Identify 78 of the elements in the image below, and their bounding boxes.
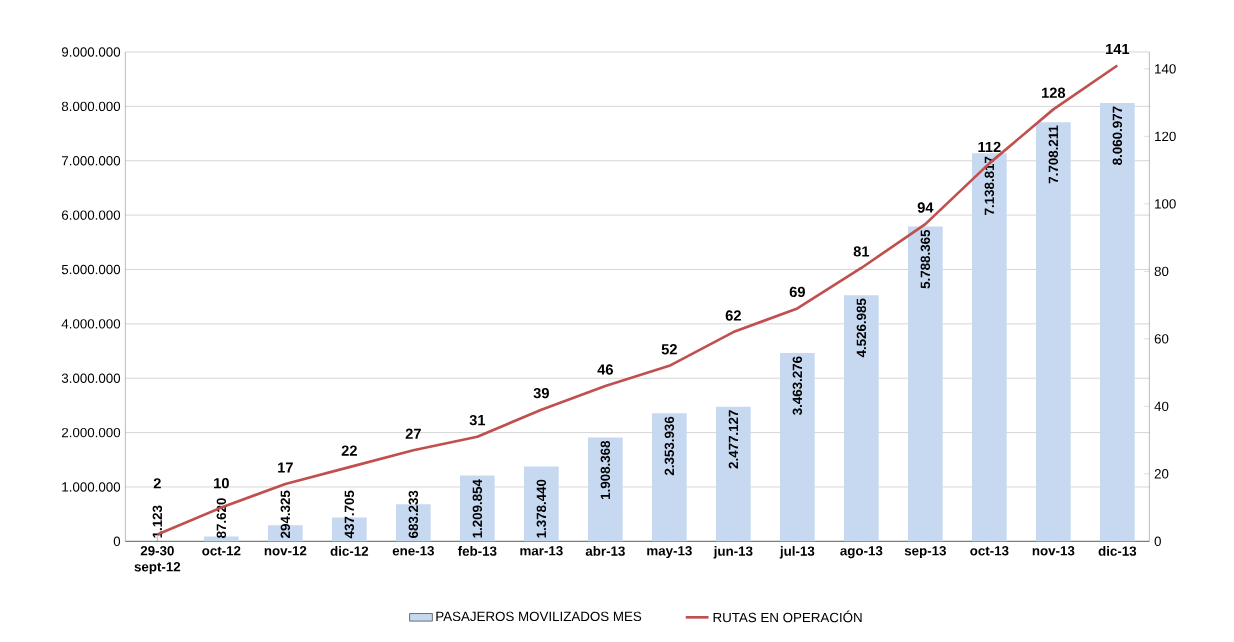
y2-tick-label: 40 bbox=[1154, 401, 1169, 412]
x-tick-label: nov-12 bbox=[264, 546, 307, 556]
data-label: 52 bbox=[661, 344, 677, 355]
bar bbox=[524, 466, 559, 542]
x-tick-label: jun-13 bbox=[713, 546, 753, 559]
x-tick-label: 29-30 sept-12 bbox=[134, 546, 181, 575]
y-tick-label: 7.000.000 bbox=[62, 156, 121, 166]
x-tick-label: mar-13 bbox=[520, 546, 563, 556]
legend-label: RUTAS EN OPERACIÓN bbox=[713, 610, 862, 623]
bar bbox=[652, 413, 687, 542]
y2-tick-label: 100 bbox=[1155, 199, 1176, 209]
y2-tick-label: 20 bbox=[1154, 469, 1169, 479]
data-label: 683.233 bbox=[408, 490, 419, 538]
bar bbox=[972, 153, 1007, 542]
bar bbox=[780, 353, 815, 542]
x-tick-label: oct-13 bbox=[970, 546, 1009, 556]
x-tick-label: feb-13 bbox=[457, 546, 497, 556]
data-label: 2 bbox=[153, 478, 161, 489]
data-label: 4.526.985 bbox=[856, 298, 867, 358]
data-label: 1.209.854 bbox=[472, 479, 483, 538]
x-tick-label: jul-13 bbox=[779, 546, 815, 559]
data-label: 17 bbox=[278, 462, 293, 473]
x-tick-label: sep-13 bbox=[904, 546, 946, 559]
data-label: 31 bbox=[469, 414, 486, 426]
data-label: 5.788.365 bbox=[920, 229, 931, 289]
data-label: 81 bbox=[853, 246, 870, 257]
data-label: 94 bbox=[917, 202, 934, 213]
x-tick-label: oct-12 bbox=[202, 546, 241, 556]
y2-tick-label: 60 bbox=[1154, 334, 1169, 344]
data-label: 46 bbox=[597, 364, 613, 375]
y-tick-label: 9.000.000 bbox=[61, 47, 121, 57]
data-label: 294.325 bbox=[280, 490, 291, 538]
x-tick-label: ene-13 bbox=[392, 546, 434, 556]
bar bbox=[908, 226, 943, 542]
x-tick-label: ago-13 bbox=[840, 546, 883, 559]
data-label: 8.060.977 bbox=[1112, 106, 1123, 165]
data-label: 1.908.368 bbox=[600, 440, 611, 499]
legend-label: PASAJEROS MOVILIZADOS MES bbox=[436, 611, 642, 622]
data-label: 2.353.936 bbox=[664, 416, 675, 476]
y-tick-label: 5.000.000 bbox=[61, 264, 121, 275]
data-label: 7.138.817 bbox=[984, 156, 995, 215]
bar bbox=[1036, 122, 1071, 542]
y-tick-label: 8.000.000 bbox=[61, 101, 121, 112]
data-label: 87.620 bbox=[216, 498, 227, 538]
y-tick-label: 3.000.000 bbox=[61, 373, 121, 383]
x-tick-label: abr-13 bbox=[585, 546, 625, 556]
data-label: 27 bbox=[405, 428, 421, 439]
x-tick-label: dic-13 bbox=[1098, 546, 1137, 556]
y2-tick-label: 80 bbox=[1154, 266, 1169, 277]
data-label: 1.123 bbox=[152, 505, 163, 538]
data-label: 128 bbox=[1042, 87, 1066, 98]
y-tick-label: 4.000.000 bbox=[61, 319, 121, 329]
y-tick-label: 1.000.000 bbox=[62, 482, 121, 492]
data-label: 69 bbox=[789, 286, 805, 298]
y2-tick-label: 120 bbox=[1155, 131, 1176, 142]
data-label: 22 bbox=[341, 445, 357, 456]
data-label: 1.378.440 bbox=[536, 479, 547, 538]
data-label: 10 bbox=[214, 477, 229, 489]
x-tick-label: may-13 bbox=[647, 546, 692, 559]
y-tick-label: 2.000.000 bbox=[61, 427, 121, 438]
x-tick-label: dic-12 bbox=[330, 546, 369, 556]
data-label: 3.463.276 bbox=[792, 356, 803, 415]
data-label: 2.477.127 bbox=[728, 410, 738, 469]
data-label: 7.708.211 bbox=[1048, 125, 1059, 184]
bar bbox=[1100, 103, 1135, 542]
data-label: 62 bbox=[725, 310, 741, 321]
data-label: 437.705 bbox=[344, 490, 355, 539]
bar bbox=[716, 406, 751, 542]
x-tick-label: nov-13 bbox=[1032, 546, 1075, 556]
y-tick-label: 6.000.000 bbox=[61, 210, 121, 220]
bar bbox=[844, 295, 879, 542]
y2-tick-label: 0 bbox=[1154, 536, 1161, 547]
y-tick-label: 0 bbox=[113, 536, 121, 547]
data-label: 141 bbox=[1106, 44, 1130, 55]
data-label: 112 bbox=[978, 141, 1001, 152]
y2-tick-label: 140 bbox=[1155, 64, 1176, 74]
bar bbox=[588, 437, 623, 542]
data-label: 39 bbox=[533, 387, 549, 399]
